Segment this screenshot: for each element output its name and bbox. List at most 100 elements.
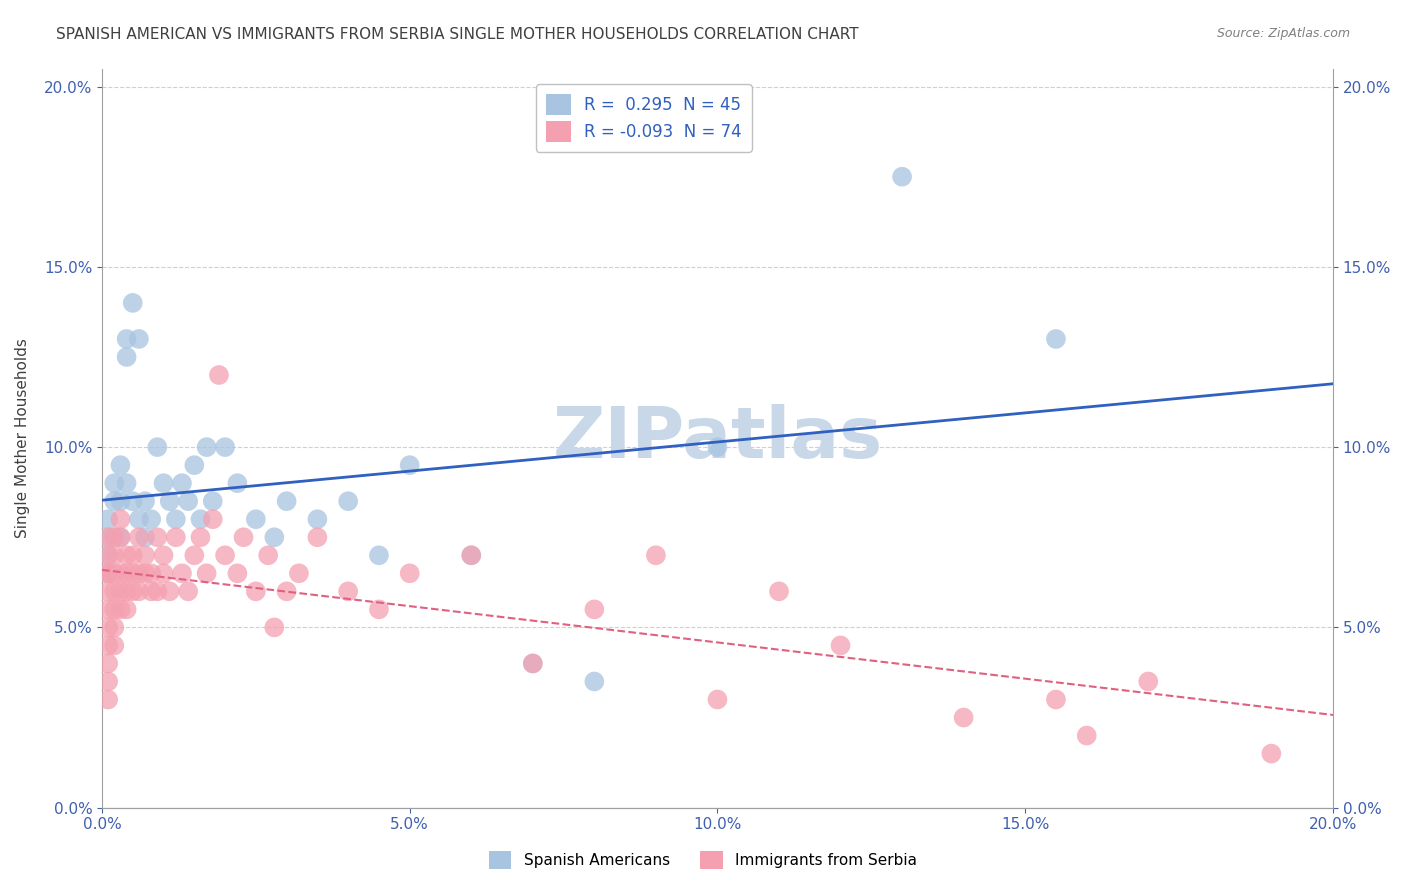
Point (190, 512, 212, 526)
Point (97, 584, 120, 599)
Point (706, 692, 728, 706)
Point (97, 639, 120, 653)
Point (121, 584, 143, 599)
Point (121, 549, 143, 563)
Point (103, 620, 125, 634)
Point (97, 566, 120, 581)
Point (337, 494, 360, 508)
Point (644, 549, 666, 563)
Point (583, 602, 606, 616)
Point (134, 530, 156, 544)
Point (103, 639, 125, 653)
Point (706, 440, 728, 454)
Point (152, 549, 174, 563)
Point (276, 494, 298, 508)
Point (288, 566, 311, 581)
Point (245, 584, 267, 599)
Point (159, 584, 181, 599)
Point (110, 584, 132, 599)
Text: ZIPatlas: ZIPatlas (553, 403, 883, 473)
Point (97, 549, 120, 563)
Point (128, 512, 150, 526)
Point (232, 530, 254, 544)
Point (177, 584, 200, 599)
Legend: R =  0.295  N = 45, R = -0.093  N = 74: R = 0.295 N = 45, R = -0.093 N = 74 (536, 84, 752, 152)
Point (103, 530, 125, 544)
Point (97, 512, 120, 526)
Point (368, 549, 391, 563)
Point (141, 584, 163, 599)
Point (263, 530, 285, 544)
Point (128, 530, 150, 544)
Point (97, 692, 120, 706)
Point (110, 512, 132, 526)
Point (103, 530, 125, 544)
Point (121, 296, 143, 310)
Point (583, 674, 606, 689)
Point (128, 566, 150, 581)
Point (398, 566, 420, 581)
Point (103, 549, 125, 563)
Point (146, 440, 169, 454)
Point (152, 476, 174, 491)
Point (337, 584, 360, 599)
Point (522, 657, 544, 671)
Point (121, 494, 143, 508)
Point (141, 566, 163, 581)
Point (768, 584, 790, 599)
Legend: Spanish Americans, Immigrants from Serbia: Spanish Americans, Immigrants from Serbi… (482, 845, 924, 875)
Point (115, 566, 138, 581)
Point (110, 458, 132, 472)
Point (103, 494, 125, 508)
Point (128, 332, 150, 346)
Point (226, 566, 249, 581)
Point (110, 530, 132, 544)
Point (460, 549, 482, 563)
Point (103, 476, 125, 491)
Point (1045, 332, 1067, 346)
Point (97, 602, 120, 616)
Point (97, 530, 120, 544)
Point (952, 710, 974, 724)
Point (97, 620, 120, 634)
Point (1045, 692, 1067, 706)
Point (159, 494, 181, 508)
Point (214, 440, 236, 454)
Text: SPANISH AMERICAN VS IMMIGRANTS FROM SERBIA SINGLE MOTHER HOUSEHOLDS CORRELATION : SPANISH AMERICAN VS IMMIGRANTS FROM SERB… (56, 27, 859, 42)
Point (165, 530, 187, 544)
Point (190, 530, 212, 544)
Point (97, 674, 120, 689)
Text: Source: ZipAtlas.com: Source: ZipAtlas.com (1216, 27, 1350, 40)
Point (201, 512, 224, 526)
Point (141, 512, 163, 526)
Point (146, 530, 169, 544)
Y-axis label: Single Mother Households: Single Mother Households (15, 338, 30, 538)
Point (830, 639, 852, 653)
Point (97, 530, 120, 544)
Point (128, 584, 150, 599)
Point (115, 332, 138, 346)
Point (183, 549, 205, 563)
Point (115, 584, 138, 599)
Point (97, 657, 120, 671)
Point (146, 584, 169, 599)
Point (195, 440, 218, 454)
Point (115, 602, 138, 616)
Point (208, 368, 231, 382)
Point (110, 602, 132, 616)
Point (368, 602, 391, 616)
Point (245, 512, 267, 526)
Point (103, 602, 125, 616)
Point (201, 494, 224, 508)
Point (891, 169, 914, 184)
Point (110, 566, 132, 581)
Point (134, 549, 156, 563)
Point (134, 494, 156, 508)
Point (307, 512, 329, 526)
Point (276, 584, 298, 599)
Point (152, 566, 174, 581)
Point (103, 584, 125, 599)
Point (263, 620, 285, 634)
Point (307, 530, 329, 544)
Point (134, 566, 156, 581)
